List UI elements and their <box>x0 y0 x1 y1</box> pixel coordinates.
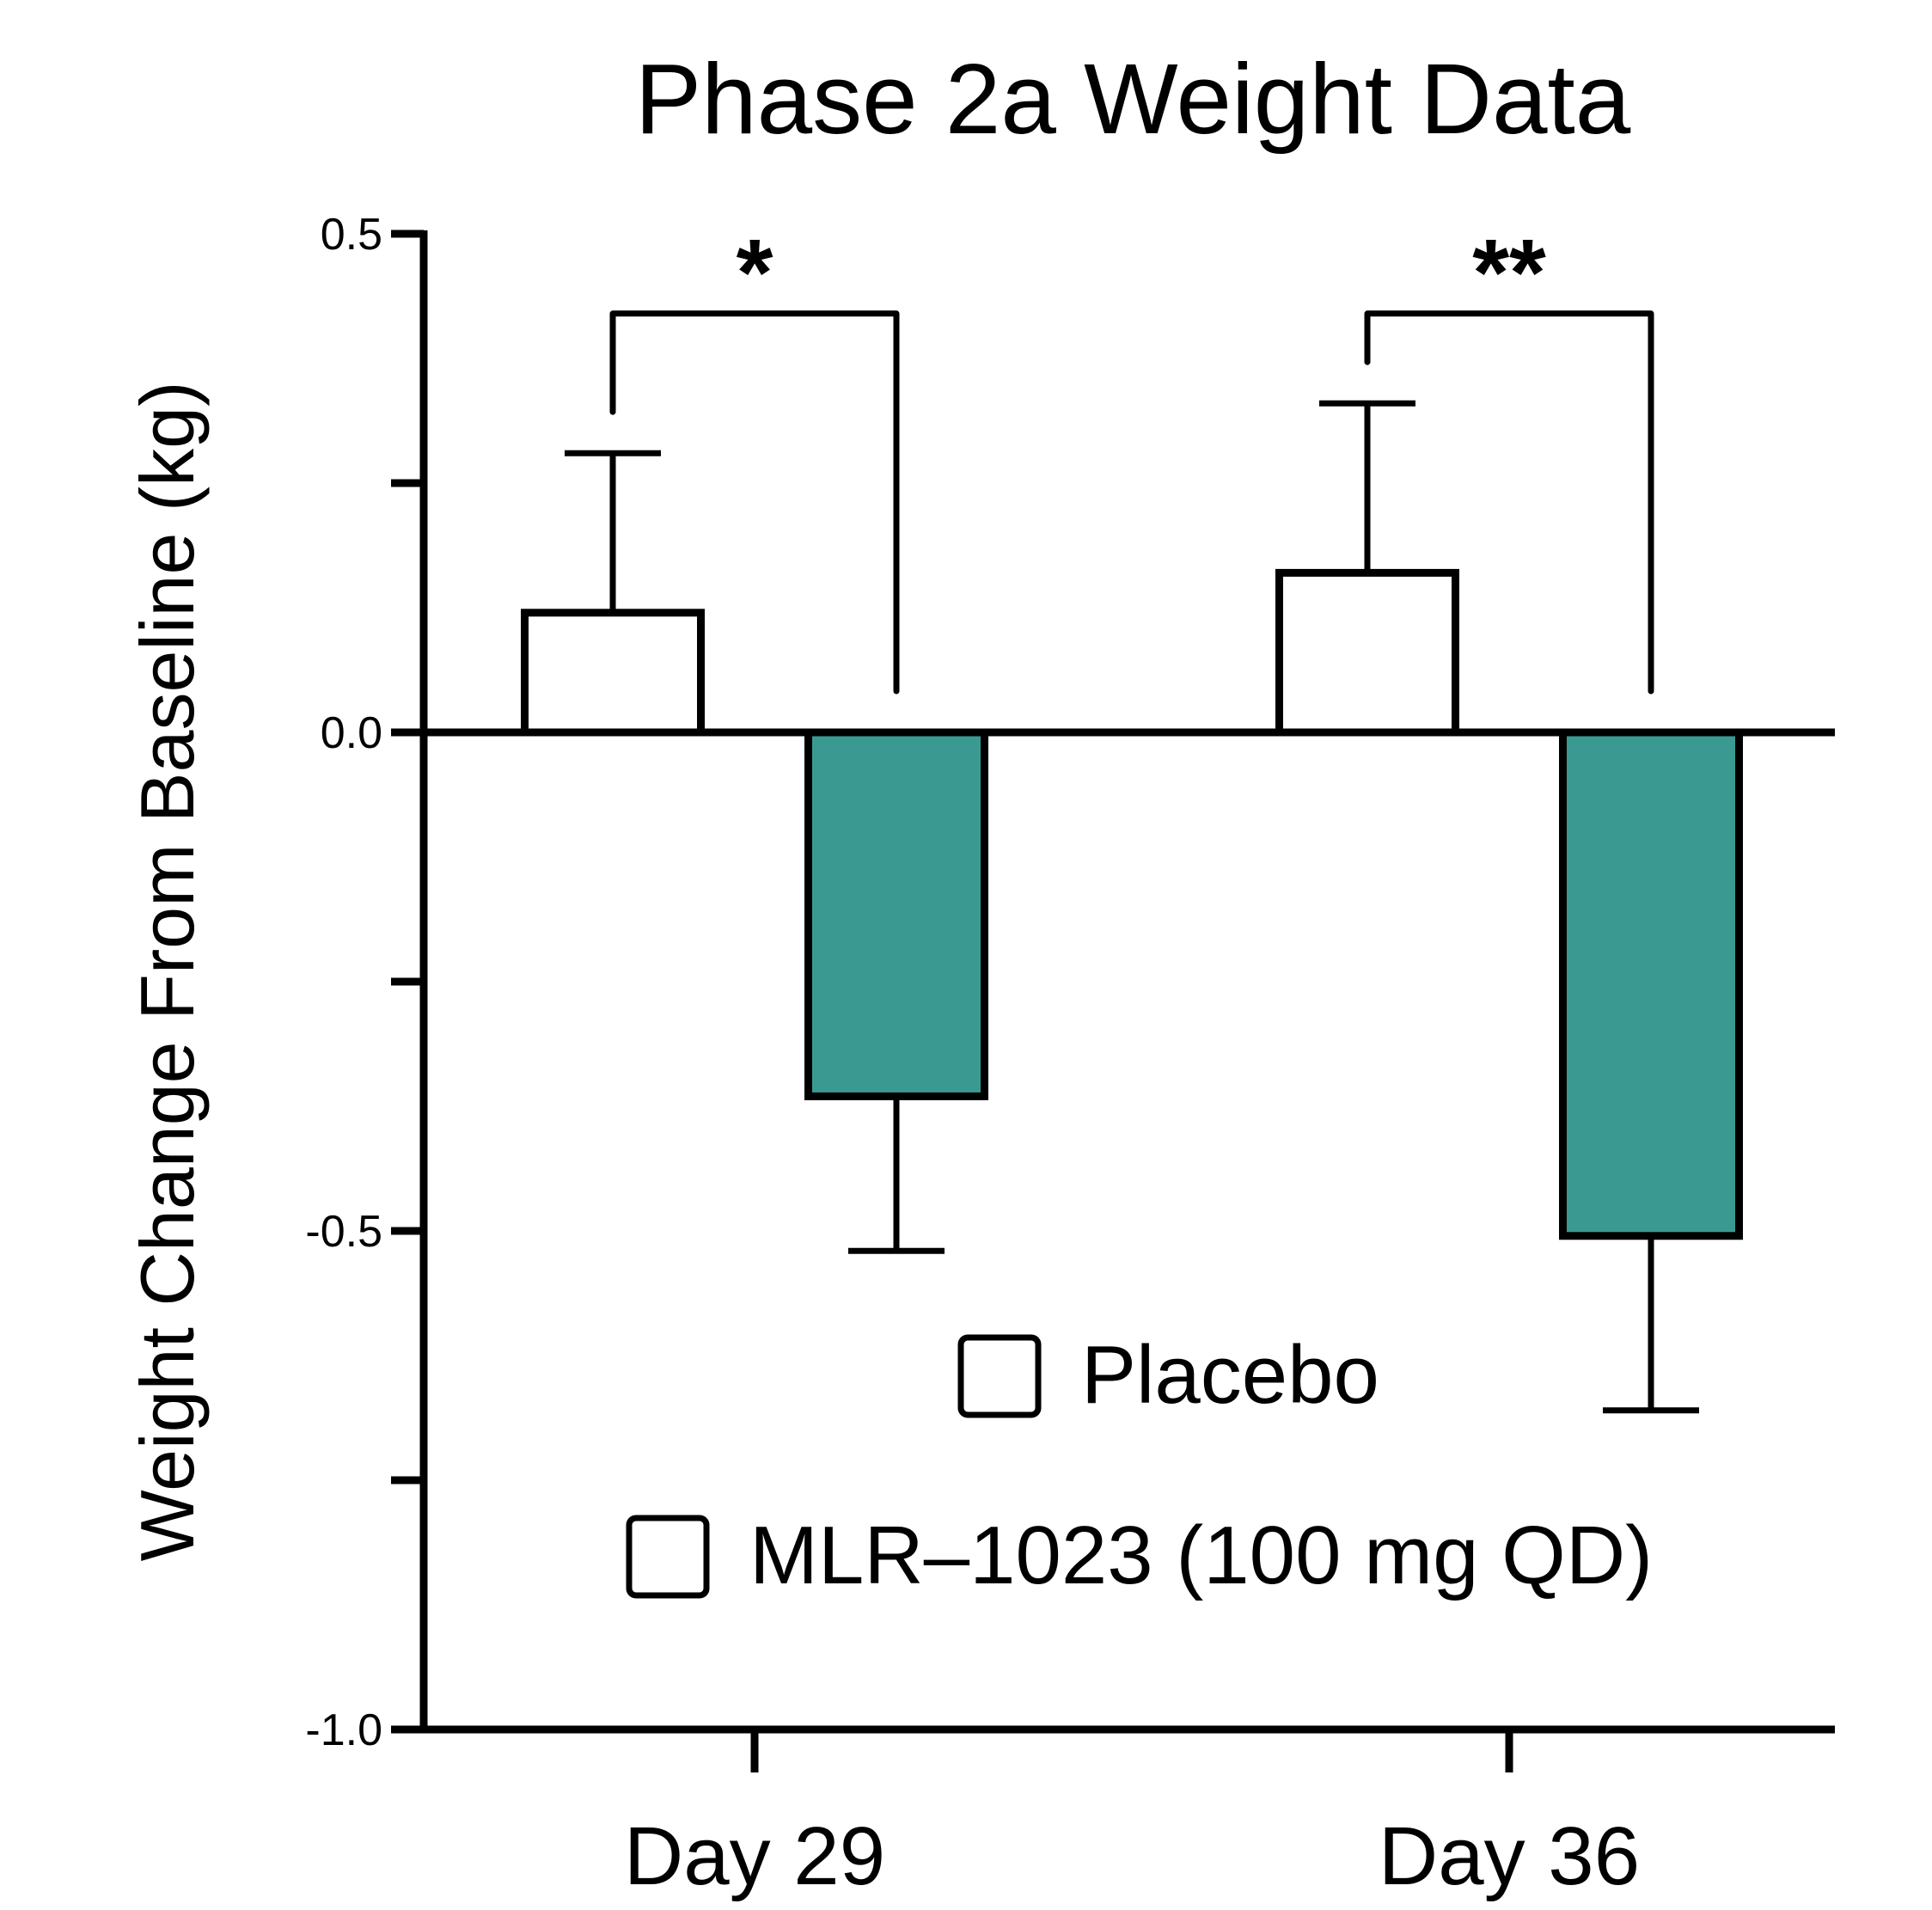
y-tick-label: 0.5 <box>321 210 382 260</box>
y-tick-label: -1.0 <box>305 1705 382 1755</box>
y-tick-label: 0.0 <box>321 708 382 758</box>
significance-bracket <box>1364 310 1654 695</box>
chart-title: Phase 2a Weight Data <box>635 43 1631 155</box>
bar <box>1275 568 1459 737</box>
y-axis-label: Weight Change From Baseline (kg) <box>125 382 210 1562</box>
bars <box>521 568 1743 1240</box>
legend-label-placebo: Placebo <box>1081 1329 1379 1421</box>
legend-label-mlr-1023: MLR–1023 (100 mg QD) <box>749 1509 1653 1601</box>
bar <box>1559 728 1743 1240</box>
y-axis: 0.5 0.0 -0.5 -1.0 <box>305 210 428 1755</box>
bar <box>804 728 988 1100</box>
y-tick-label: -0.5 <box>305 1207 382 1257</box>
legend-swatch-mlr-1023 <box>626 1515 710 1599</box>
legend-swatch-placebo <box>957 1334 1042 1418</box>
x-tick-label: Day 36 <box>1379 1810 1640 1902</box>
significance-label: * <box>737 220 773 326</box>
error-bars <box>565 400 1699 1414</box>
significance-brackets: * ** <box>609 220 1654 695</box>
x-tick-label: Day 29 <box>624 1810 885 1902</box>
significance-label: ** <box>1472 220 1546 326</box>
bar <box>521 609 705 737</box>
significance-bracket <box>609 310 900 695</box>
legend: Placebo MLR–1023 (100 mg QD) <box>626 1329 1653 1601</box>
